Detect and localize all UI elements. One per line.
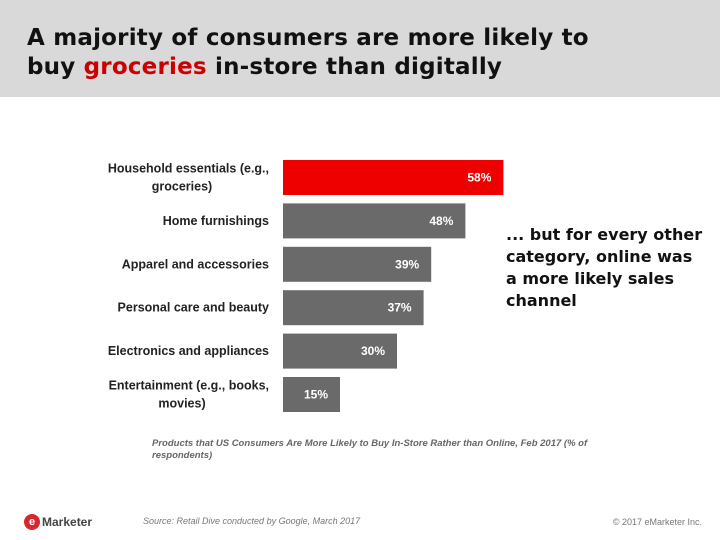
chart-caption: Products that US Consumers Are More Like… bbox=[152, 438, 588, 461]
callout-text: ... but for every other category, online… bbox=[506, 225, 703, 310]
value-label-2: 39% bbox=[395, 257, 419, 271]
source-note: Source: Retail Dive conducted by Google,… bbox=[143, 516, 361, 526]
category-label-0: Household essentials (e.g., groceries) bbox=[108, 162, 269, 194]
value-label-0: 58% bbox=[467, 171, 491, 185]
value-label-3: 37% bbox=[388, 301, 412, 315]
copyright-note: © 2017 eMarketer Inc. bbox=[612, 517, 702, 527]
value-label-1: 48% bbox=[429, 214, 453, 228]
logo-mark-icon: e bbox=[24, 514, 40, 530]
title-accent-word: groceries bbox=[83, 54, 207, 80]
category-label-3: Personal care and beauty bbox=[118, 301, 270, 315]
value-label-4: 30% bbox=[361, 344, 385, 358]
category-label-1: Home furnishings bbox=[163, 214, 269, 228]
title-line-1: A majority of consumers are more likely … bbox=[27, 25, 589, 51]
bar-2 bbox=[283, 246, 432, 282]
page-title: A majority of consumers are more likely … bbox=[27, 24, 589, 82]
header-band: A majority of consumers are more likely … bbox=[0, 0, 720, 97]
bar-3 bbox=[283, 290, 424, 326]
title-line-2-pre: buy bbox=[27, 54, 84, 80]
value-label-5: 15% bbox=[304, 388, 328, 402]
bar-5 bbox=[283, 377, 340, 412]
emarketer-logo: e Marketer bbox=[24, 514, 92, 530]
logo-text: Marketer bbox=[42, 515, 93, 529]
category-label-5: Entertainment (e.g., books, movies) bbox=[109, 379, 269, 411]
bar-4 bbox=[283, 333, 397, 369]
bar-1 bbox=[283, 203, 466, 239]
bar-0 bbox=[283, 160, 504, 195]
title-line-2-post: in-store than digitally bbox=[206, 54, 503, 80]
category-label-2: Apparel and accessories bbox=[122, 257, 269, 271]
category-label-4: Electronics and appliances bbox=[108, 344, 269, 358]
